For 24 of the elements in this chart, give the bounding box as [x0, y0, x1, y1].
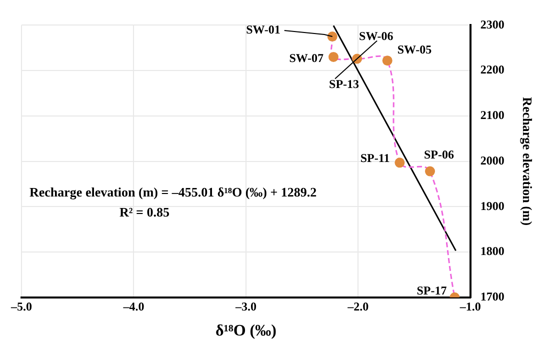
annotation: SW-06 — [359, 28, 394, 43]
y-tick-label: 1700 — [480, 289, 504, 304]
x-axis-title: δ¹⁸O (‰) — [215, 322, 276, 340]
x-tick-label: –2.0 — [346, 300, 369, 314]
annotation: SP-06 — [424, 147, 454, 162]
annotation: SP-13 — [329, 76, 360, 91]
y-tick-label: 2000 — [480, 153, 504, 168]
annotation: SP-11 — [360, 150, 390, 165]
annotation: SW-05 — [397, 42, 432, 57]
y-tick-label: 2200 — [480, 62, 504, 77]
x-tick-label: –4.0 — [122, 300, 144, 314]
y-tick-label: 1900 — [480, 198, 504, 213]
annotation: SW-07 — [289, 51, 324, 66]
x-tick-label: –5.0 — [10, 300, 32, 314]
x-tick-label: –3.0 — [234, 300, 256, 314]
annotation: SW-01 — [246, 22, 280, 37]
x-tick-label: –1.0 — [458, 300, 481, 314]
annotation: SP-17 — [416, 283, 447, 298]
y-tick-label: 1800 — [480, 244, 504, 258]
y-tick-label: 2300 — [480, 17, 504, 32]
y-tick-label: 2100 — [480, 108, 504, 122]
annotation: R² = 0.85 — [120, 204, 170, 220]
annotation: Recharge elevation (m) = –455.01 δ¹⁸O (‰) + 1289.2 — [30, 184, 317, 200]
y-axis-title: Recharge elevation (m) — [520, 97, 535, 226]
